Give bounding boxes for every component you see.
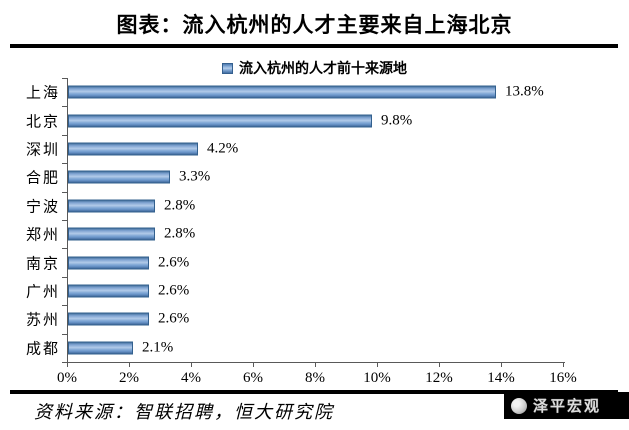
x-axis-tick-label: 2%	[119, 370, 139, 386]
chart-row: 上海 13.8%	[0, 78, 629, 106]
value-label: 13.8%	[505, 83, 544, 100]
category-label: 北京	[25, 114, 60, 131]
legend-marker-icon	[222, 62, 233, 74]
category-label: 宁波	[25, 199, 60, 216]
bar	[68, 85, 496, 99]
x-axis-tick-label: 12%	[425, 370, 453, 386]
bar	[68, 199, 155, 213]
x-axis-tick-label: 0%	[57, 370, 77, 386]
page-title: 图表：流入杭州的人才主要来自上海北京	[116, 13, 513, 37]
y-axis-tick	[62, 334, 67, 335]
plot-area: 上海 13.8% 北京 9.8% 深圳 4.2% 合肥 3.3% 宁波 2.8% 郑州 2.8% 南京 2…	[0, 78, 629, 367]
x-axis-tick	[253, 363, 254, 367]
y-axis-tick	[62, 78, 67, 79]
bar	[68, 142, 198, 156]
category-label: 深圳	[25, 142, 60, 159]
chart-row: 郑州 2.8%	[0, 220, 629, 248]
value-label: 2.8%	[164, 197, 196, 214]
chart-row: 成都 2.1%	[0, 334, 629, 362]
category-label: 合肥	[25, 170, 60, 187]
y-axis-tick	[62, 163, 67, 164]
y-axis-tick	[62, 220, 67, 221]
category-label: 南京	[25, 256, 60, 273]
value-label: 2.6%	[158, 282, 190, 299]
category-label: 上海	[25, 85, 60, 102]
x-axis-tick-label: 6%	[243, 370, 263, 386]
x-axis-tick	[129, 363, 130, 367]
footer-divider	[10, 390, 618, 394]
chart-row: 合肥 3.3%	[0, 163, 629, 191]
bar-chart: 上海 13.8% 北京 9.8% 深圳 4.2% 合肥 3.3% 宁波 2.8% 郑州 2.8% 南京 2…	[0, 78, 629, 390]
value-label: 9.8%	[381, 112, 413, 129]
chart-row: 深圳 4.2%	[0, 135, 629, 163]
value-label: 4.2%	[207, 140, 239, 157]
y-axis-tick	[62, 106, 67, 107]
y-axis-tick	[62, 192, 67, 193]
category-label: 广州	[25, 284, 60, 301]
x-axis-tick	[377, 363, 378, 367]
category-label: 苏州	[25, 312, 60, 329]
bar	[68, 114, 372, 128]
y-axis-tick	[62, 362, 67, 363]
watermark-label: 泽平宏观	[533, 399, 602, 415]
bar	[68, 284, 149, 298]
bar	[68, 312, 149, 326]
value-label: 2.1%	[142, 339, 174, 356]
x-axis-tick	[67, 363, 68, 367]
chart-row: 北京 9.8%	[0, 106, 629, 134]
value-label: 2.6%	[158, 310, 190, 327]
chart-row: 南京 2.6%	[0, 248, 629, 276]
y-axis-line	[67, 78, 68, 363]
x-axis-tick-label: 14%	[487, 370, 515, 386]
x-axis-tick	[439, 363, 440, 367]
bar	[68, 170, 170, 184]
bar	[68, 227, 155, 241]
x-axis-tick	[501, 363, 502, 367]
watermark-logo-icon	[511, 397, 527, 414]
chart-row: 广州 2.6%	[0, 277, 629, 305]
y-axis-tick	[62, 135, 67, 136]
title-divider	[10, 44, 618, 48]
source-note: 资料来源：智联招聘，恒大研究院	[34, 402, 334, 422]
bar	[68, 256, 149, 270]
category-label: 成都	[25, 341, 60, 358]
value-label: 3.3%	[179, 168, 211, 185]
x-axis-tick	[191, 363, 192, 367]
x-axis-tick	[315, 363, 316, 367]
legend-label: 流入杭州的人才前十来源地	[239, 62, 407, 77]
x-axis-tick-label: 16%	[549, 370, 577, 386]
value-label: 2.8%	[164, 225, 196, 242]
category-label: 郑州	[25, 227, 60, 244]
chart-legend: 流入杭州的人才前十来源地	[0, 58, 629, 78]
x-axis-tick-label: 4%	[181, 370, 201, 386]
chart-row: 宁波 2.8%	[0, 192, 629, 220]
x-axis-tick-label: 8%	[305, 370, 325, 386]
y-axis-tick	[62, 277, 67, 278]
watermark-badge: 泽平宏观	[504, 392, 629, 419]
x-axis-line	[67, 362, 565, 363]
x-axis-tick	[563, 363, 564, 367]
x-axis-tick-label: 10%	[363, 370, 391, 386]
chart-row: 苏州 2.6%	[0, 305, 629, 333]
value-label: 2.6%	[158, 254, 190, 271]
y-axis-tick	[62, 305, 67, 306]
y-axis-tick	[62, 248, 67, 249]
bar	[68, 341, 133, 355]
